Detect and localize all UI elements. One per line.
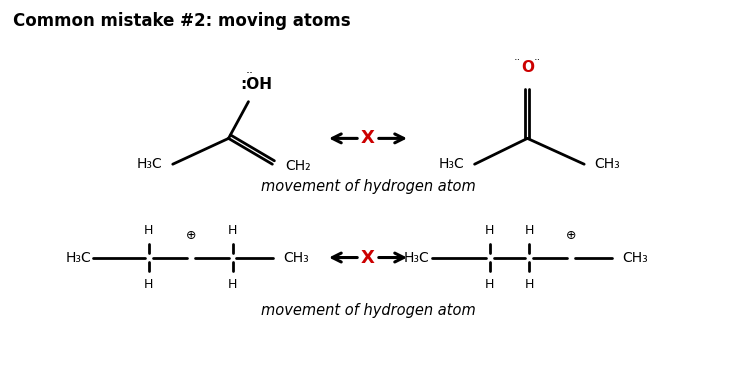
Text: H: H xyxy=(144,278,154,291)
Text: H: H xyxy=(525,223,534,237)
Text: H: H xyxy=(144,223,154,237)
Text: CH₃: CH₃ xyxy=(594,157,620,171)
Text: H: H xyxy=(228,223,237,237)
Text: O: O xyxy=(521,60,534,75)
Text: H: H xyxy=(485,223,495,237)
Text: ⊕: ⊕ xyxy=(566,229,576,242)
Text: H₃C: H₃C xyxy=(404,251,430,264)
Text: X: X xyxy=(361,129,375,147)
Text: Common mistake #2: moving atoms: Common mistake #2: moving atoms xyxy=(13,12,351,30)
Text: movement of hydrogen atom: movement of hydrogen atom xyxy=(261,303,475,318)
Text: H₃C: H₃C xyxy=(439,157,464,171)
Text: movement of hydrogen atom: movement of hydrogen atom xyxy=(261,179,475,193)
Text: CH₃: CH₃ xyxy=(283,251,309,264)
Text: H: H xyxy=(525,278,534,291)
Text: H₃C: H₃C xyxy=(66,251,91,264)
Text: ··: ·· xyxy=(514,55,521,65)
Text: H₃C: H₃C xyxy=(137,157,163,171)
Text: ⊕: ⊕ xyxy=(185,229,196,242)
Text: CH₂: CH₂ xyxy=(286,159,311,173)
Text: X: X xyxy=(361,249,375,266)
Text: ··: ·· xyxy=(245,68,253,80)
Text: H: H xyxy=(485,278,495,291)
Text: CH₃: CH₃ xyxy=(622,251,648,264)
Text: ··: ·· xyxy=(534,55,541,65)
Text: :OH: :OH xyxy=(241,77,272,92)
Text: H: H xyxy=(228,278,237,291)
